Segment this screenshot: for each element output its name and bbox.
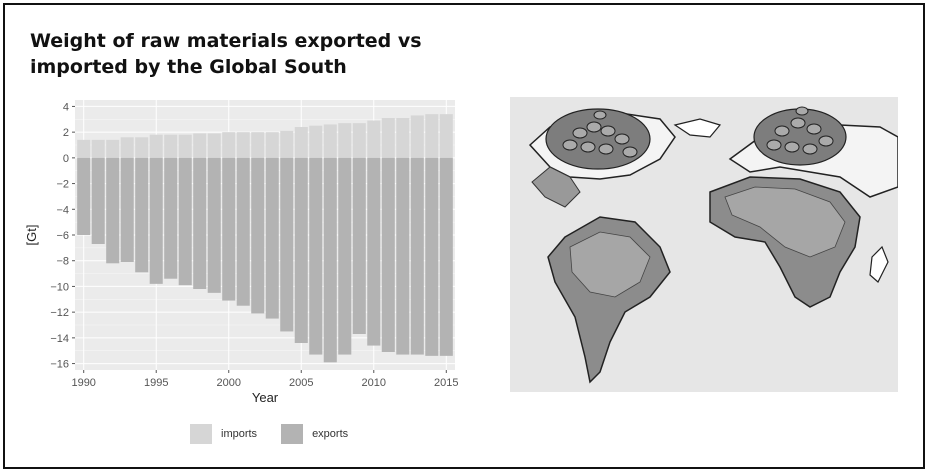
bar-imports	[396, 118, 410, 158]
bar-imports	[294, 127, 308, 158]
bar-imports	[338, 123, 352, 158]
y-tick-label: −12	[50, 307, 69, 319]
africa-relief	[724, 186, 846, 258]
bar-exports	[309, 157, 323, 355]
bar-imports	[280, 130, 294, 158]
x-tick-label: 1995	[144, 377, 168, 389]
y-tick-label: −16	[50, 359, 69, 371]
south-america-relief	[569, 231, 651, 298]
bar-imports	[251, 132, 265, 158]
bar-exports	[149, 157, 163, 284]
bar-imports	[149, 134, 163, 158]
bar-exports	[164, 157, 178, 279]
bar-exports	[265, 157, 279, 319]
bar-imports	[207, 133, 221, 158]
bar-exports	[280, 157, 294, 332]
bar-exports	[410, 157, 424, 355]
bar-exports	[396, 157, 410, 355]
bar-exports	[91, 157, 105, 244]
bar-imports	[193, 133, 207, 158]
bar-imports	[425, 114, 439, 158]
bar-exports	[207, 157, 221, 293]
bar-exports	[193, 157, 207, 289]
y-tick-label: −4	[56, 204, 69, 216]
legend-label-exports: exports	[312, 428, 349, 440]
bar-exports	[120, 157, 134, 262]
bar-exports	[352, 157, 366, 334]
bar-imports	[106, 139, 120, 158]
legend-swatch-exports	[281, 424, 304, 444]
bar-imports	[222, 132, 236, 158]
bar-exports	[425, 157, 439, 356]
bar-exports	[135, 157, 149, 273]
y-tick-label: −14	[50, 333, 69, 345]
x-tick-label: 2010	[362, 377, 386, 389]
madagascar-shape	[869, 245, 889, 283]
y-tick-label: 2	[63, 127, 69, 139]
world-map-illustration	[510, 97, 898, 392]
bar-exports	[178, 157, 192, 286]
resource-pile-right	[753, 106, 847, 166]
bar-imports	[164, 134, 178, 158]
y-tick-label: −8	[56, 256, 69, 268]
bar-imports	[323, 124, 337, 158]
y-tick-label: 4	[63, 101, 69, 113]
bar-imports	[381, 118, 395, 158]
y-tick-label: 0	[63, 153, 69, 165]
bar-imports	[352, 123, 366, 158]
bar-imports	[309, 125, 323, 158]
greenland-left-shape	[673, 118, 722, 138]
resource-pile-left	[545, 108, 651, 170]
bar-imports	[410, 115, 424, 158]
chart-title: Weight of raw materials exported vs impo…	[30, 30, 422, 78]
bar-exports	[381, 157, 395, 352]
x-tick-label: 2015	[434, 377, 458, 389]
x-tick-label: 1990	[71, 377, 95, 389]
y-axis-label: [Gt]	[24, 225, 39, 246]
bar-exports	[338, 157, 352, 355]
bar-exports	[439, 157, 453, 356]
y-tick-label: −6	[56, 230, 69, 242]
bar-exports	[367, 157, 381, 346]
x-axis-label: Year	[252, 390, 279, 405]
central-america-shape	[531, 166, 581, 208]
x-tick-label: 2000	[216, 377, 240, 389]
x-tick-label: 2005	[289, 377, 313, 389]
bar-imports	[367, 120, 381, 158]
bar-imports	[178, 134, 192, 158]
y-tick-label: −10	[50, 281, 69, 293]
bar-exports	[222, 157, 236, 301]
bar-imports	[120, 137, 134, 158]
legend-label-imports: imports	[221, 428, 258, 440]
legend-swatch-imports	[190, 424, 212, 444]
bar-imports	[439, 114, 453, 158]
bar-exports	[106, 157, 120, 264]
bar-imports	[236, 132, 250, 158]
bar-imports	[265, 132, 279, 158]
bar-imports	[77, 139, 91, 158]
bar-exports	[294, 157, 308, 343]
bar-exports	[236, 157, 250, 306]
bar-exports	[251, 157, 265, 314]
chart-legend: imports exports	[190, 424, 372, 444]
bar-exports	[77, 157, 91, 235]
y-tick-label: −2	[56, 179, 69, 191]
bar-imports	[135, 137, 149, 158]
bar-exports	[323, 157, 337, 363]
bar-imports	[91, 139, 105, 158]
